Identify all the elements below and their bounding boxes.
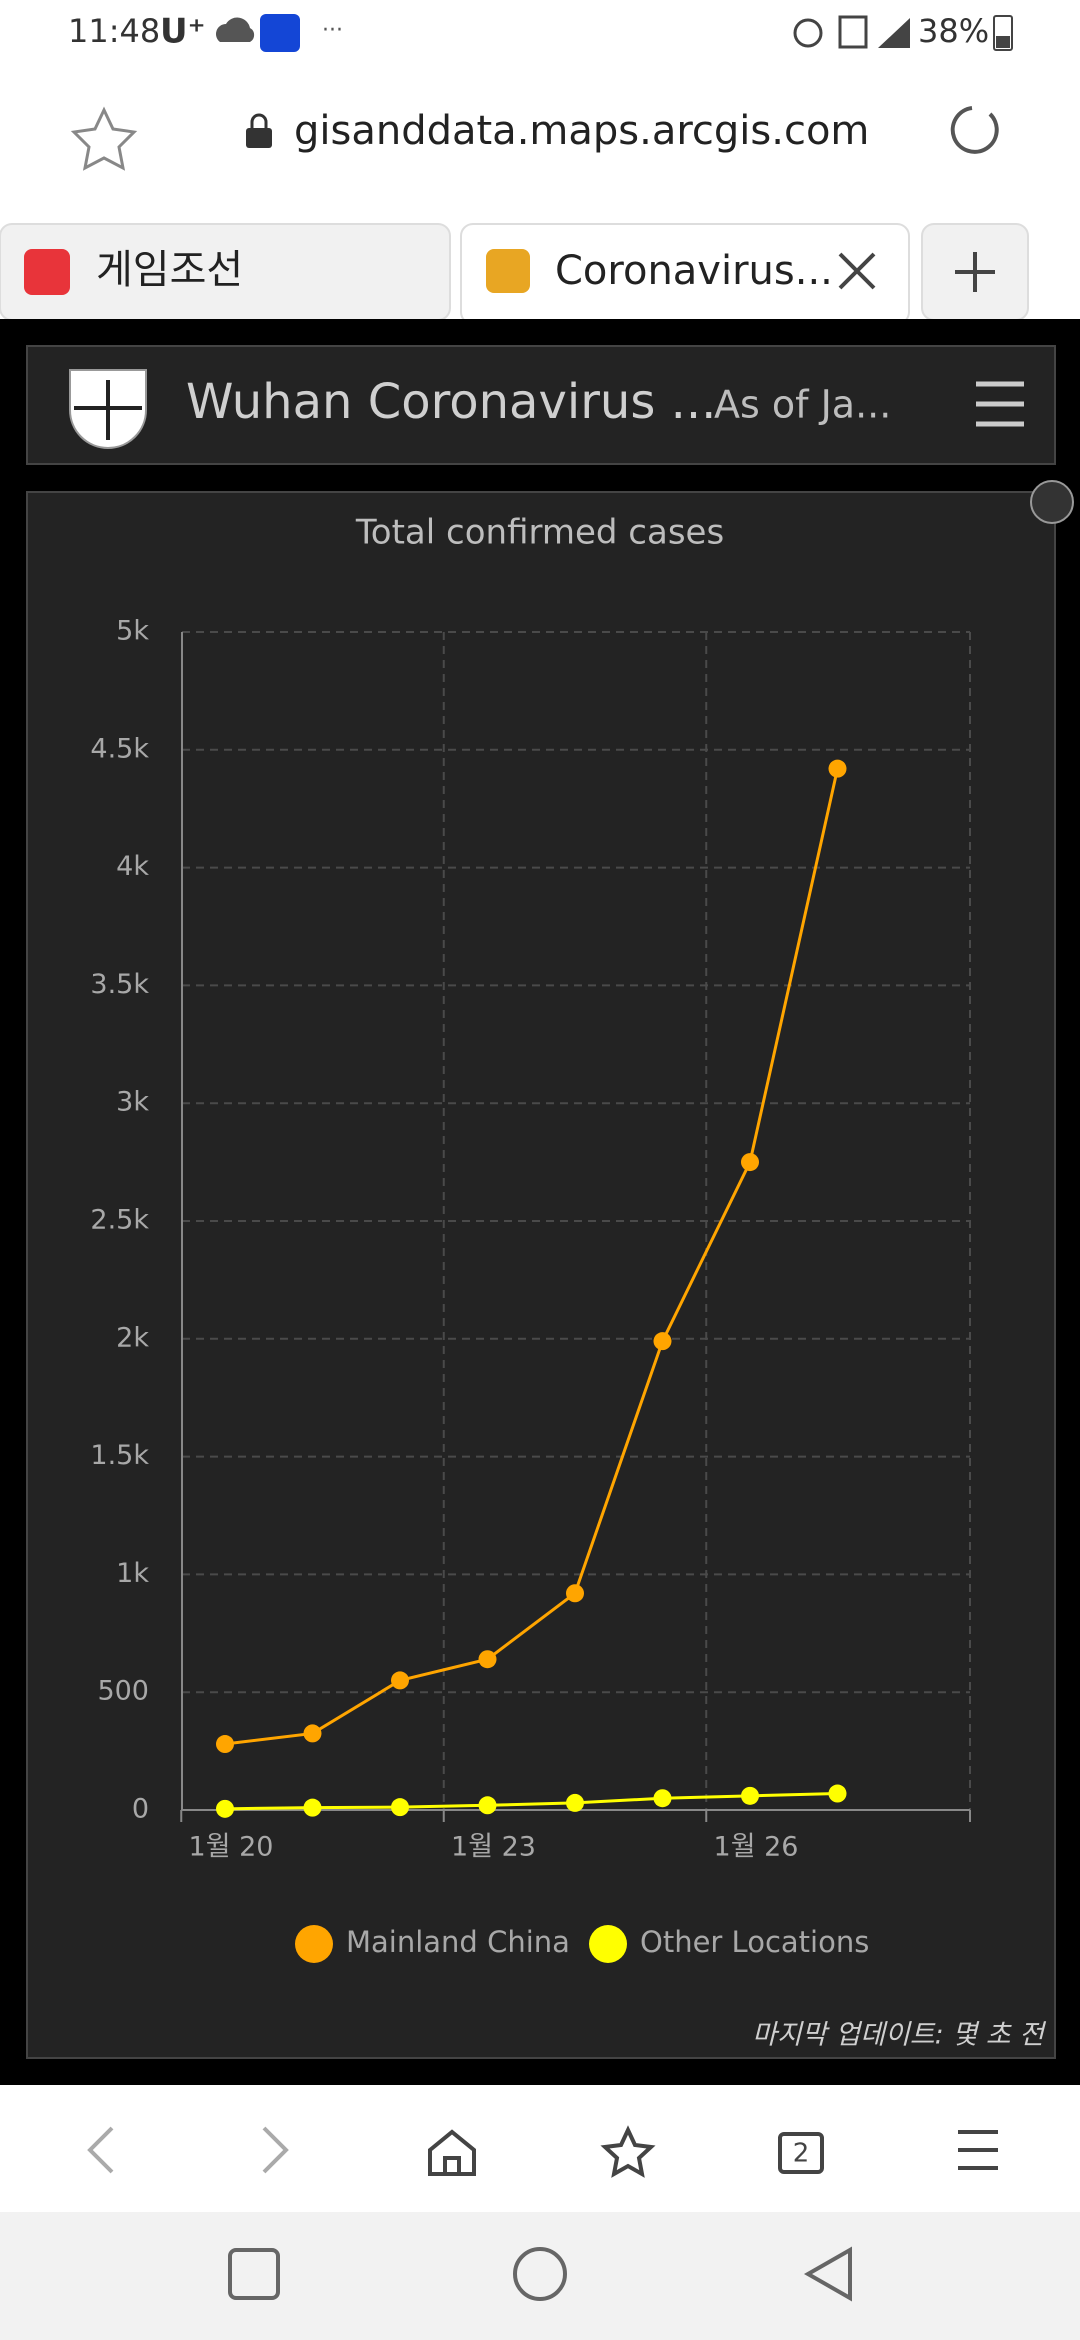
legend-label: Mainland China: [346, 1925, 570, 1959]
x-tick-label: 1월 23: [451, 1832, 536, 1863]
browser-toolbar: [0, 2085, 1080, 2212]
tab-title[interactable]: Coronavirus...: [555, 248, 833, 294]
status-more: ···: [322, 18, 343, 43]
y-tick-label: 1k: [116, 1558, 149, 1589]
tab-close[interactable]: [838, 252, 876, 290]
series-line: [224, 768, 839, 1746]
status-time: 11:48: [68, 12, 160, 50]
tab-favicon: [486, 249, 530, 293]
dashboard-header: [26, 345, 1056, 465]
y-tick-label: 500: [97, 1676, 149, 1707]
back-system-button[interactable]: [803, 2246, 852, 2302]
system-nav: [0, 2212, 1080, 2340]
data-point: [741, 1786, 759, 1805]
status-battery: 38%: [918, 12, 989, 50]
tab-favicon: [24, 249, 70, 295]
bookmark-button[interactable]: [70, 106, 138, 171]
forward-button[interactable]: [262, 2126, 289, 2174]
chart-panel: [26, 491, 1056, 2059]
data-point: [828, 759, 847, 778]
plot: 0 500 1k 1.5k 2k 2.5k 3k 3.5k 4k 4.5k 5k 1월 20 1월 23…: [90, 616, 971, 1963]
last-updated: 마지막 업데이트: 몇 초 전: [752, 2020, 1047, 2051]
data-point: [216, 1735, 234, 1754]
battery-icon: [993, 15, 1013, 51]
plus-icon: [955, 252, 995, 292]
y-tick-label: 3k: [116, 1087, 149, 1118]
dashboard-title: Wuhan Coronavirus ...: [186, 374, 716, 430]
data-point: [653, 1789, 672, 1808]
lte-icon: [838, 15, 868, 49]
recents-button[interactable]: [228, 2248, 280, 2300]
chart-title: Total confirmed cases: [355, 513, 724, 553]
y-tick-label: 3.5k: [90, 969, 149, 1000]
tab-count: 2: [793, 2139, 810, 2169]
lock-icon: [246, 128, 272, 148]
dashboard-subtitle: As of Ja...: [714, 383, 891, 427]
legend-swatch: [295, 1925, 333, 1963]
x-tick-label: 1월 20: [189, 1832, 274, 1863]
y-tick-label: 5k: [116, 616, 149, 647]
cloud-icon: [215, 17, 255, 42]
logo-mark: [74, 380, 142, 440]
alarm-icon: [793, 18, 823, 48]
data-point: [566, 1584, 584, 1603]
y-tick-label: 0: [132, 1794, 149, 1825]
data-point: [303, 1724, 322, 1743]
url[interactable]: gisanddata.maps.arcgis.com: [294, 108, 869, 154]
collapse-button[interactable]: [1030, 480, 1074, 524]
data-point: [478, 1650, 497, 1669]
y-tick-label: 2.5k: [90, 1205, 149, 1236]
menu-button[interactable]: [976, 381, 1024, 427]
battery-level: [996, 36, 1010, 48]
legend-label: Other Locations: [640, 1925, 869, 1959]
y-tick-label: 1.5k: [90, 1440, 149, 1471]
data-point: [566, 1793, 584, 1812]
data-point: [741, 1153, 759, 1172]
x-tick-label: 1월 26: [714, 1832, 799, 1863]
data-point: [391, 1798, 409, 1817]
y-tick-label: 4k: [116, 851, 149, 882]
tabs-button[interactable]: [778, 2132, 824, 2174]
data-point: [391, 1671, 409, 1690]
legend-swatch: [589, 1925, 627, 1963]
series-line: [224, 1792, 838, 1811]
y-tick-label: 4.5k: [90, 733, 149, 764]
pay-icon: [260, 14, 300, 52]
status-carrier: U⁺: [160, 12, 206, 52]
data-point: [478, 1796, 497, 1815]
data-point: [216, 1799, 234, 1818]
home-system-button[interactable]: [513, 2247, 567, 2301]
data-point: [653, 1332, 672, 1351]
back-button[interactable]: [87, 2126, 114, 2174]
bookmarks-button[interactable]: [600, 2125, 656, 2178]
tab-title[interactable]: 게임조선: [96, 247, 243, 293]
reload-button[interactable]: [950, 106, 999, 154]
signal-icon: [878, 18, 910, 48]
data-point: [828, 1784, 847, 1803]
home-button[interactable]: [428, 2129, 476, 2176]
y-tick-label: 2k: [116, 1322, 149, 1353]
lock-shackle: [250, 113, 268, 128]
data-point: [303, 1798, 322, 1817]
browser-menu[interactable]: [958, 2130, 998, 2170]
